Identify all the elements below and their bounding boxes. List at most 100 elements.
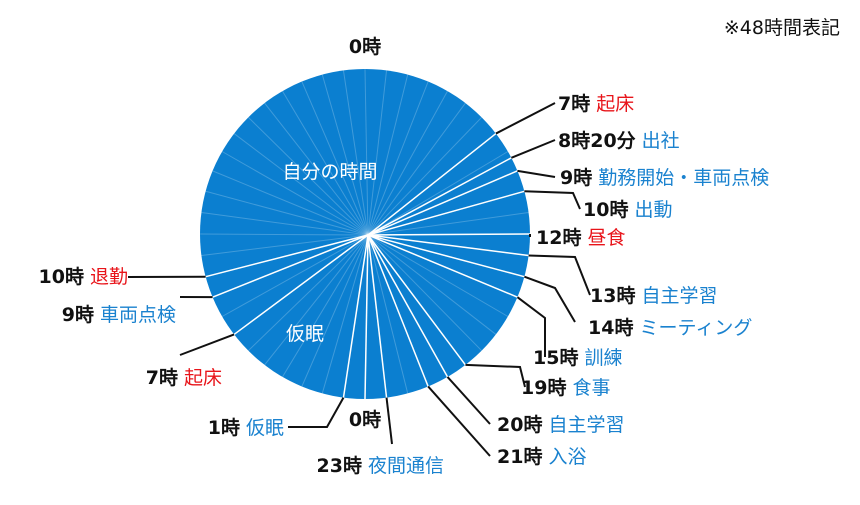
event-name: 車両点検 — [100, 304, 176, 326]
inner-label-nap: 仮眠 — [286, 323, 324, 345]
event-time: 15時 — [533, 347, 578, 369]
leader-line — [446, 376, 491, 425]
hour-tick — [367, 151, 509, 236]
clock-disc — [200, 69, 530, 399]
hour-tick — [367, 234, 409, 394]
event-time: 20時 — [497, 414, 542, 436]
event-name: 訓練 — [584, 347, 622, 369]
event-name: 自主学習 — [548, 414, 624, 436]
event-divider — [367, 234, 525, 278]
event-time: 10時 — [39, 266, 84, 288]
event-divider — [364, 234, 369, 400]
leader-line — [517, 169, 556, 178]
event-divider — [367, 170, 518, 236]
hour-tick — [282, 234, 369, 378]
event-time: 7時 — [558, 93, 590, 115]
event-label: 20時 自主学習 — [497, 414, 624, 436]
leader-line — [427, 385, 491, 457]
hour-tick — [264, 234, 369, 366]
event-time: 0時 — [349, 409, 381, 431]
inner-label-own-time: 自分の時間 — [282, 161, 377, 183]
hour-tick — [367, 234, 509, 317]
hour-tick — [201, 234, 369, 257]
top-zero-label: 0時 — [349, 36, 381, 58]
event-label: 9時 勤務開始・車両点検 — [560, 167, 769, 189]
hour-tick — [247, 234, 369, 352]
event-time: 8時20分 — [558, 130, 636, 152]
event-label: 8時20分 出社 — [558, 130, 680, 152]
leader-line — [516, 296, 546, 357]
event-time: 12時 — [536, 227, 581, 249]
event-time: 19時 — [521, 377, 566, 399]
event-label: 21時 入浴 — [497, 446, 586, 468]
event-label: 10時 退勤 — [39, 266, 128, 288]
hour-tick — [367, 234, 483, 352]
event-label: 7時 起床 — [558, 93, 634, 115]
hour-tick — [282, 90, 369, 236]
leader-lines — [127, 102, 591, 457]
leader-line — [528, 254, 591, 296]
leader-line — [385, 397, 393, 445]
hour-tick — [201, 211, 369, 236]
event-divider — [367, 157, 512, 236]
event-divider — [367, 234, 529, 257]
event-label: 10時 出動 — [583, 199, 672, 221]
hour-tick — [367, 74, 409, 236]
event-time: 10時 — [583, 199, 628, 221]
event-divider — [233, 234, 369, 336]
event-divider — [367, 190, 525, 236]
event-time: 1時 — [208, 417, 240, 439]
hour-tick — [205, 190, 369, 236]
event-divider — [342, 234, 369, 398]
event-divider — [367, 234, 518, 298]
hour-tick — [367, 234, 497, 335]
hour-tick — [221, 151, 369, 236]
event-name: 出動 — [634, 199, 672, 221]
event-name: 起床 — [184, 367, 222, 389]
event-label: 0時 — [349, 409, 381, 431]
hour-tick — [367, 81, 429, 236]
event-name: 夜間通信 — [368, 455, 444, 477]
event-label: 13時 自主学習 — [590, 285, 717, 307]
event-name: 退勤 — [90, 266, 128, 288]
event-divider — [367, 234, 388, 398]
leader-line — [288, 397, 345, 428]
event-divider — [367, 132, 497, 236]
hour-tick — [367, 102, 466, 236]
leader-line — [495, 102, 556, 135]
event-label: 7時 起床 — [146, 367, 222, 389]
event-name: 勤務開始・車両点検 — [598, 167, 769, 189]
event-label: 9時 車両点検 — [62, 304, 176, 326]
event-time: 13時 — [590, 285, 635, 307]
event-divider — [205, 234, 369, 278]
hour-tick — [367, 116, 483, 236]
event-name: 出社 — [642, 130, 680, 152]
note-48h: ※48時間表記 — [724, 17, 840, 39]
event-name: 入浴 — [548, 446, 586, 468]
event-label: 15時 訓練 — [533, 347, 622, 369]
leader-line — [179, 333, 235, 356]
event-divider — [367, 233, 531, 236]
hour-tick — [301, 234, 369, 387]
hour-tick — [233, 133, 369, 236]
event-name: 昼食 — [587, 227, 625, 249]
hour-tick — [364, 68, 369, 236]
event-label: 23時 夜間通信 — [317, 455, 444, 477]
event-name: 食事 — [572, 377, 610, 399]
event-time: 23時 — [317, 455, 362, 477]
leader-line — [524, 190, 581, 210]
hour-tick — [342, 70, 369, 236]
leader-line — [510, 139, 556, 159]
hour-tick — [321, 74, 369, 236]
event-dividers — [205, 132, 531, 400]
event-time: 21時 — [497, 446, 542, 468]
event-divider — [367, 234, 449, 378]
hour-tick — [199, 233, 369, 236]
event-divider — [367, 234, 429, 387]
event-time: 14時 — [588, 317, 633, 339]
hour-tick — [264, 102, 369, 236]
event-time: 9時 — [62, 304, 94, 326]
event-time: 7時 — [146, 367, 178, 389]
